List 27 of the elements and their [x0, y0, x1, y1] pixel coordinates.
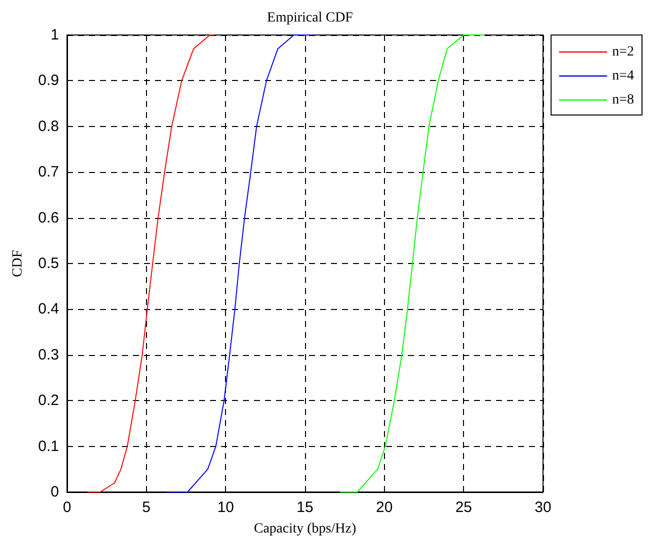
x-tick-label: 0: [62, 499, 72, 516]
y-tick-label: 0.3: [38, 346, 59, 364]
y-axis-title: CDF: [10, 250, 26, 278]
y-tick-label: 0.2: [38, 392, 59, 410]
line-series: [339, 34, 485, 492]
y-tick-label: 0.6: [38, 209, 59, 226]
x-tick-label: 30: [534, 499, 552, 516]
x-tick-label: 15: [296, 499, 314, 516]
y-tick-label: 0: [50, 484, 59, 500]
y-tick-label: 0.8: [38, 118, 59, 135]
y-tick-label: 0.5: [38, 255, 59, 272]
y-tick-label: 0.7: [38, 164, 59, 181]
legend-label: n=8: [612, 92, 634, 108]
x-tick-label: 10: [217, 499, 234, 516]
y-tick-label: 0.9: [38, 72, 59, 90]
x-axis-title: Capacity (bps/Hz): [254, 522, 356, 536]
y-tick-label: 0.4: [38, 300, 59, 318]
line-series: [87, 34, 216, 492]
legend-label: n=4: [612, 68, 634, 84]
x-tick-label: 5: [142, 499, 151, 516]
y-tick-label: 0.1: [38, 438, 59, 455]
x-tick-label: 20: [376, 499, 393, 516]
line-series: [166, 34, 314, 492]
chart-title: Empirical CDF: [267, 10, 354, 26]
y-tick-label: 1: [50, 26, 59, 44]
x-tick-label: 25: [455, 499, 472, 516]
legend-label: n=2: [612, 44, 634, 60]
